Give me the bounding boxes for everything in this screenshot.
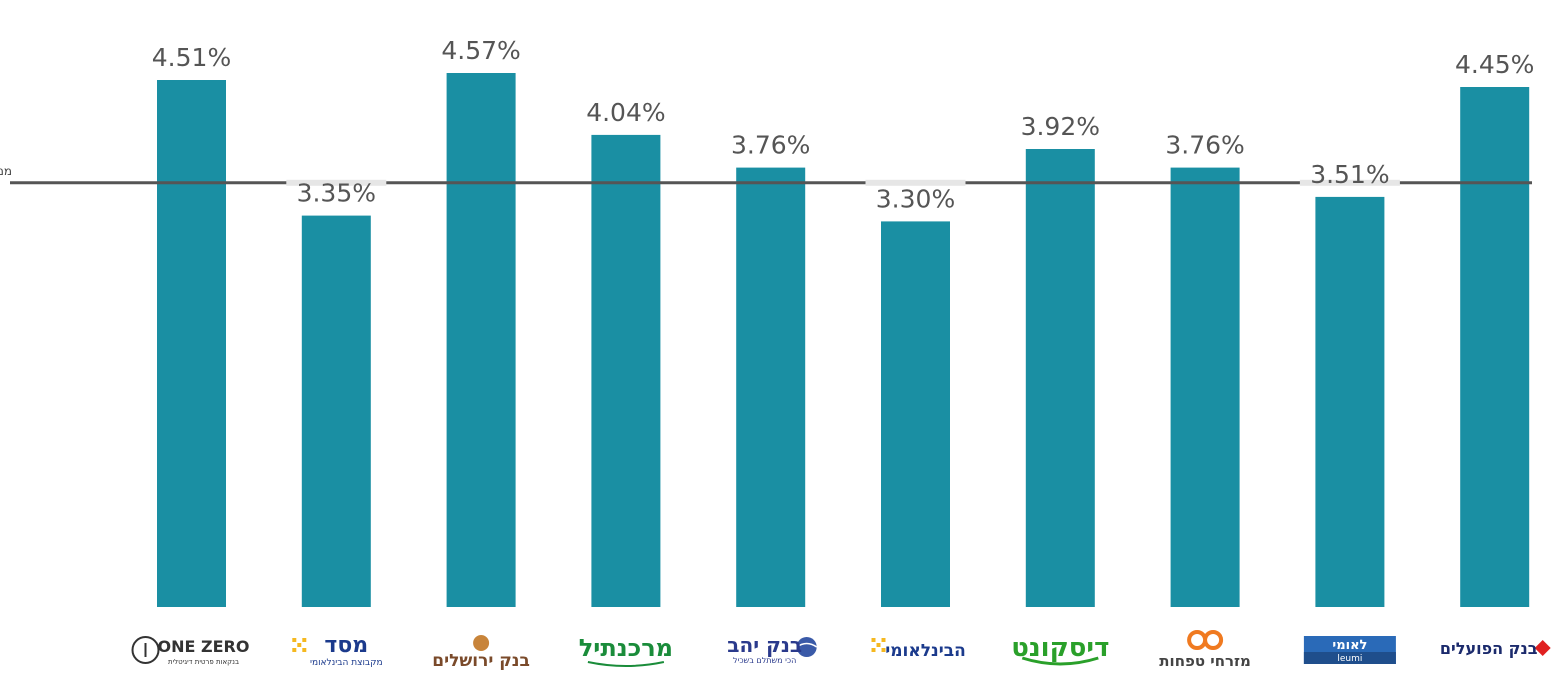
value-label-1: 4.51% xyxy=(152,43,231,72)
mercantile-arc-icon xyxy=(587,661,665,667)
category-subtitle-1: בנקאות פרטית דיגיטלית xyxy=(168,658,239,666)
average-label: ממוצע: 3.63% xyxy=(0,164,12,178)
value-label-7: 3.92% xyxy=(1021,112,1100,141)
category-name-8: מזרחי טפחות xyxy=(1159,652,1251,670)
one-zero-circle-icon xyxy=(131,636,160,664)
average-line-layer: ממוצע: 3.63% xyxy=(0,164,1532,185)
value-label-4: 4.04% xyxy=(586,98,665,127)
masad-dots-icon xyxy=(292,638,307,652)
category-name-5: בנק יהב xyxy=(727,633,802,657)
bar-1 xyxy=(157,80,226,607)
bar-6 xyxy=(881,221,950,607)
bar-8 xyxy=(1170,167,1240,607)
bar-3 xyxy=(446,73,516,607)
value-label-8: 3.76% xyxy=(1165,131,1244,160)
bars-layer xyxy=(157,73,1530,607)
value-label-5: 3.76% xyxy=(731,131,810,160)
category-name-7: דיסקונט xyxy=(1011,633,1109,663)
value-label-9: 3.51% xyxy=(1310,160,1389,189)
category-logo-4: מרכנתיל xyxy=(579,634,673,667)
value-label-halo xyxy=(1299,179,1400,186)
category-name-1: ONE ZERO xyxy=(158,637,250,656)
value-labels-layer: 4.51% 3.35% 4.57% 4.04% 3.76% 3.30% 3.92% 3.76%… xyxy=(152,36,1535,213)
mizrahi-infinity-icon xyxy=(1187,630,1224,650)
category-subtitle-5: הכי משתלם בשכיל xyxy=(733,656,796,665)
category-subtitle-2: מקבוצת הבינלאומי xyxy=(310,658,383,668)
jerusalem-emblem-icon xyxy=(473,635,490,651)
value-label-halo xyxy=(286,179,387,186)
leumi-box-icon xyxy=(1303,636,1396,664)
value-label-3: 4.57% xyxy=(441,36,520,65)
yahav-globe-icon xyxy=(796,637,818,657)
bar-2 xyxy=(301,215,371,607)
category-logo-10: בנק הפועלים xyxy=(1440,639,1551,658)
category-name-2: מסד xyxy=(324,633,368,658)
bar-7 xyxy=(1025,149,1095,607)
category-name-9: לאומי xyxy=(1332,638,1367,653)
beinleumi-dots-icon xyxy=(871,638,886,652)
category-name-10: בנק הפועלים xyxy=(1440,639,1538,658)
category-subtitle-9: leumi xyxy=(1337,654,1362,664)
value-label-2: 3.35% xyxy=(297,179,376,208)
category-logo-8: מזרחי טפחות xyxy=(1159,630,1251,670)
bar-9 xyxy=(1315,196,1385,607)
bar-5 xyxy=(736,167,806,607)
category-name-6: הבינלאומי xyxy=(885,641,966,661)
bar-4 xyxy=(591,134,661,607)
bar-10 xyxy=(1460,87,1530,607)
category-name-4: מרכנתיל xyxy=(579,634,673,662)
category-name-3: בנק ירושלים xyxy=(432,651,530,671)
category-logo-6: הבינלאומי xyxy=(871,638,966,661)
value-label-halo xyxy=(865,179,966,186)
category-logo-3: בנק ירושלים xyxy=(432,635,530,671)
hapoalim-diamond-icon xyxy=(1534,640,1551,656)
category-logo-1: ONE ZERO בנקאות פרטית דיגיטלית xyxy=(131,636,250,666)
category-logo-7: דיסקונט xyxy=(1011,633,1109,666)
discount-arc-icon xyxy=(1021,656,1099,666)
value-label-6: 3.30% xyxy=(876,184,955,213)
value-label-10: 4.45% xyxy=(1455,50,1534,79)
